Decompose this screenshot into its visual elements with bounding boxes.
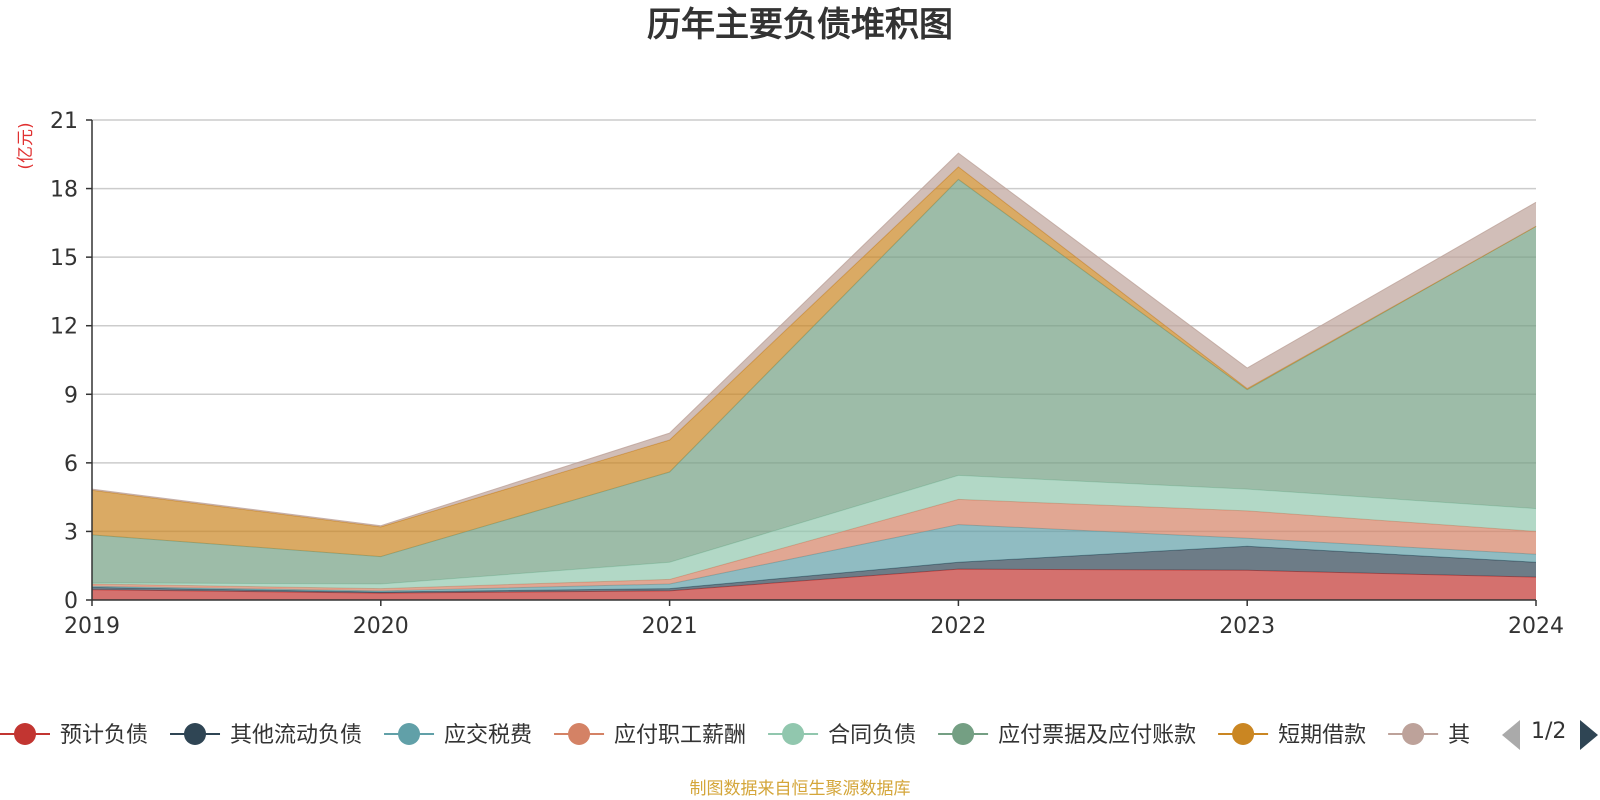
y-axis-unit-label: (亿元) — [16, 122, 36, 169]
legend-prev-page-icon[interactable] — [1502, 720, 1520, 750]
x-tick-label: 2021 — [642, 614, 698, 639]
legend-label: 其他流动负债 — [230, 723, 362, 748]
area-series-4 — [92, 475, 1536, 589]
x-tick-label: 2019 — [64, 614, 120, 639]
area-series-group — [91, 152, 1537, 600]
legend-item-1[interactable]: 其他流动负债 — [170, 723, 362, 748]
legend-label: 短期借款 — [1278, 723, 1366, 748]
legend-marker-icon — [14, 723, 36, 745]
legend-marker-icon — [952, 723, 975, 745]
x-tick-label: 2020 — [353, 614, 409, 639]
legend-label: 合同负债 — [828, 723, 916, 748]
legend-marker-icon — [782, 723, 805, 745]
y-tick-label: 3 — [64, 520, 78, 545]
legend-item-2[interactable]: 应交税费 — [384, 723, 532, 748]
legend-items: 预计负债 其他流动负债 应交税费 应付职工薪酬 合同负债 应付票据及应付账款 短期借款 其他 — [0, 723, 1492, 748]
y-tick-label: 6 — [64, 452, 78, 477]
legend-marker-icon — [398, 723, 421, 745]
series-line-7 — [91, 152, 1537, 527]
legend-label: 应交税费 — [444, 723, 532, 748]
area-series-3 — [92, 499, 1536, 591]
legend-item-6[interactable]: 短期借款 — [1218, 723, 1366, 748]
y-tick-label: 18 — [50, 178, 78, 203]
y-tick-label: 12 — [50, 315, 78, 340]
legend-page-indicator: 1/2 — [1531, 719, 1567, 744]
legend-marker-icon — [184, 723, 207, 745]
chart-title: 历年主要负债堆积图 — [647, 5, 953, 45]
axes: 0 3 6 9 12 15 18 21 2019 2020 2021 2022 2023 2024 — [50, 109, 1564, 639]
legend-label: 其他 — [1448, 723, 1492, 748]
legend-next-page-icon[interactable] — [1580, 720, 1598, 750]
legend-marker-icon — [1402, 723, 1425, 745]
area-series-1 — [92, 546, 1536, 594]
data-source-note: 制图数据来自恒生聚源数据库 — [689, 779, 911, 799]
legend-item-4[interactable]: 合同负债 — [768, 723, 916, 748]
area-series-5 — [92, 179, 1536, 584]
area-series-2 — [92, 524, 1536, 592]
legend-marker-icon — [568, 723, 591, 745]
x-tick-label: 2024 — [1508, 614, 1564, 639]
y-tick-label: 0 — [64, 589, 78, 614]
area-series-0 — [92, 569, 1536, 600]
legend[interactable]: 预计负债 其他流动负债 应交税费 应付职工薪酬 合同负债 应付票据及应付账款 短期借款 其他 — [0, 723, 1492, 748]
legend-label: 应付票据及应付账款 — [998, 723, 1196, 748]
legend-label: 应付职工薪酬 — [614, 723, 746, 748]
area-series-6 — [92, 166, 1536, 557]
y-tick-label: 21 — [50, 109, 78, 134]
legend-marker-icon — [1232, 723, 1255, 745]
legend-item-7[interactable]: 其他 — [1388, 723, 1492, 748]
y-tick-label: 9 — [64, 383, 78, 408]
legend-pager: 1/2 — [1500, 716, 1600, 752]
legend-item-3[interactable]: 应付职工薪酬 — [554, 723, 746, 748]
x-tick-label: 2023 — [1219, 614, 1275, 639]
legend-item-5[interactable]: 应付票据及应付账款 — [938, 723, 1196, 748]
legend-label: 预计负债 — [60, 723, 148, 748]
x-tick-label: 2022 — [930, 614, 986, 639]
y-tick-label: 15 — [50, 246, 78, 271]
legend-item-0[interactable]: 预计负债 — [0, 723, 148, 748]
